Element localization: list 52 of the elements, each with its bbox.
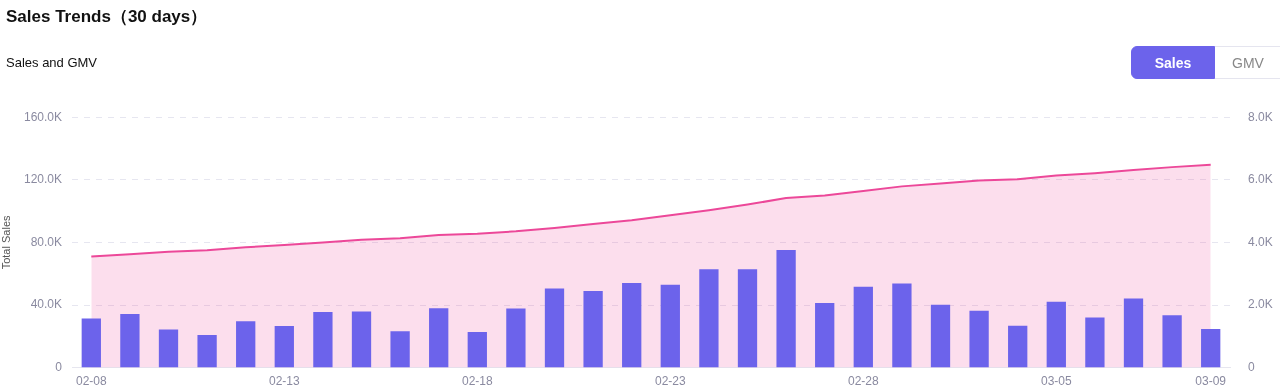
- bar: [467, 331, 487, 368]
- bar: [120, 314, 140, 368]
- text: GMV: [1215, 46, 1280, 79]
- bar: [429, 308, 449, 368]
- x-tick-label: 02-18: [461, 374, 493, 389]
- bar: [660, 284, 680, 368]
- y-tick-label: 40.0K: [30, 297, 62, 312]
- bar: [274, 325, 294, 368]
- bar: [351, 311, 372, 368]
- text: Sales: [1131, 46, 1215, 79]
- bar: [699, 269, 719, 368]
- bar: [1085, 317, 1105, 368]
- bar: [81, 318, 101, 368]
- bar: [622, 283, 642, 368]
- bar: [1123, 298, 1144, 368]
- bar: [1046, 301, 1066, 368]
- bar: [390, 331, 410, 368]
- bar: [158, 329, 179, 368]
- bar: [1162, 315, 1182, 368]
- bar: [737, 269, 758, 368]
- bar: [853, 286, 873, 368]
- bar: [197, 335, 217, 368]
- bar: [506, 308, 526, 368]
- x-tick-label: 03-09: [1195, 374, 1227, 389]
- y-axis-title: Total Sales: [0, 215, 12, 270]
- bar: [815, 303, 835, 368]
- y-tick-label: 160.0K: [23, 109, 62, 124]
- bar: [236, 321, 256, 368]
- bar: [313, 311, 333, 368]
- bar: [1008, 325, 1028, 368]
- x-tick-label: 02-08: [75, 374, 107, 389]
- y2-tick-label: 4.0K: [1248, 234, 1273, 249]
- bar: [892, 283, 912, 368]
- bar: [969, 310, 989, 368]
- y2-tick-label: 8.0K: [1248, 109, 1273, 124]
- bar: [544, 288, 565, 368]
- x-tick-label: 02-23: [654, 374, 686, 389]
- x-tick-label: 02-28: [847, 374, 879, 389]
- y-tick-label: 0: [55, 359, 63, 374]
- x-tick-label: 02-13: [268, 374, 300, 389]
- y2-tick-label: 0: [1248, 359, 1255, 374]
- bar: [583, 290, 603, 368]
- bar: [930, 304, 951, 368]
- y2-tick-label: 2.0K: [1248, 297, 1273, 312]
- y2-tick-label: 6.0K: [1248, 172, 1273, 187]
- chart-title: Sales Trends（30 days）: [6, 6, 208, 28]
- chart-subtitle: Sales and GMV: [6, 55, 98, 70]
- bar: [1201, 329, 1221, 368]
- x-tick-label: 03-05: [1040, 374, 1072, 389]
- y-tick-label: 120.0K: [23, 172, 62, 187]
- bar: [776, 249, 796, 368]
- y-tick-label: 80.0K: [30, 234, 62, 249]
